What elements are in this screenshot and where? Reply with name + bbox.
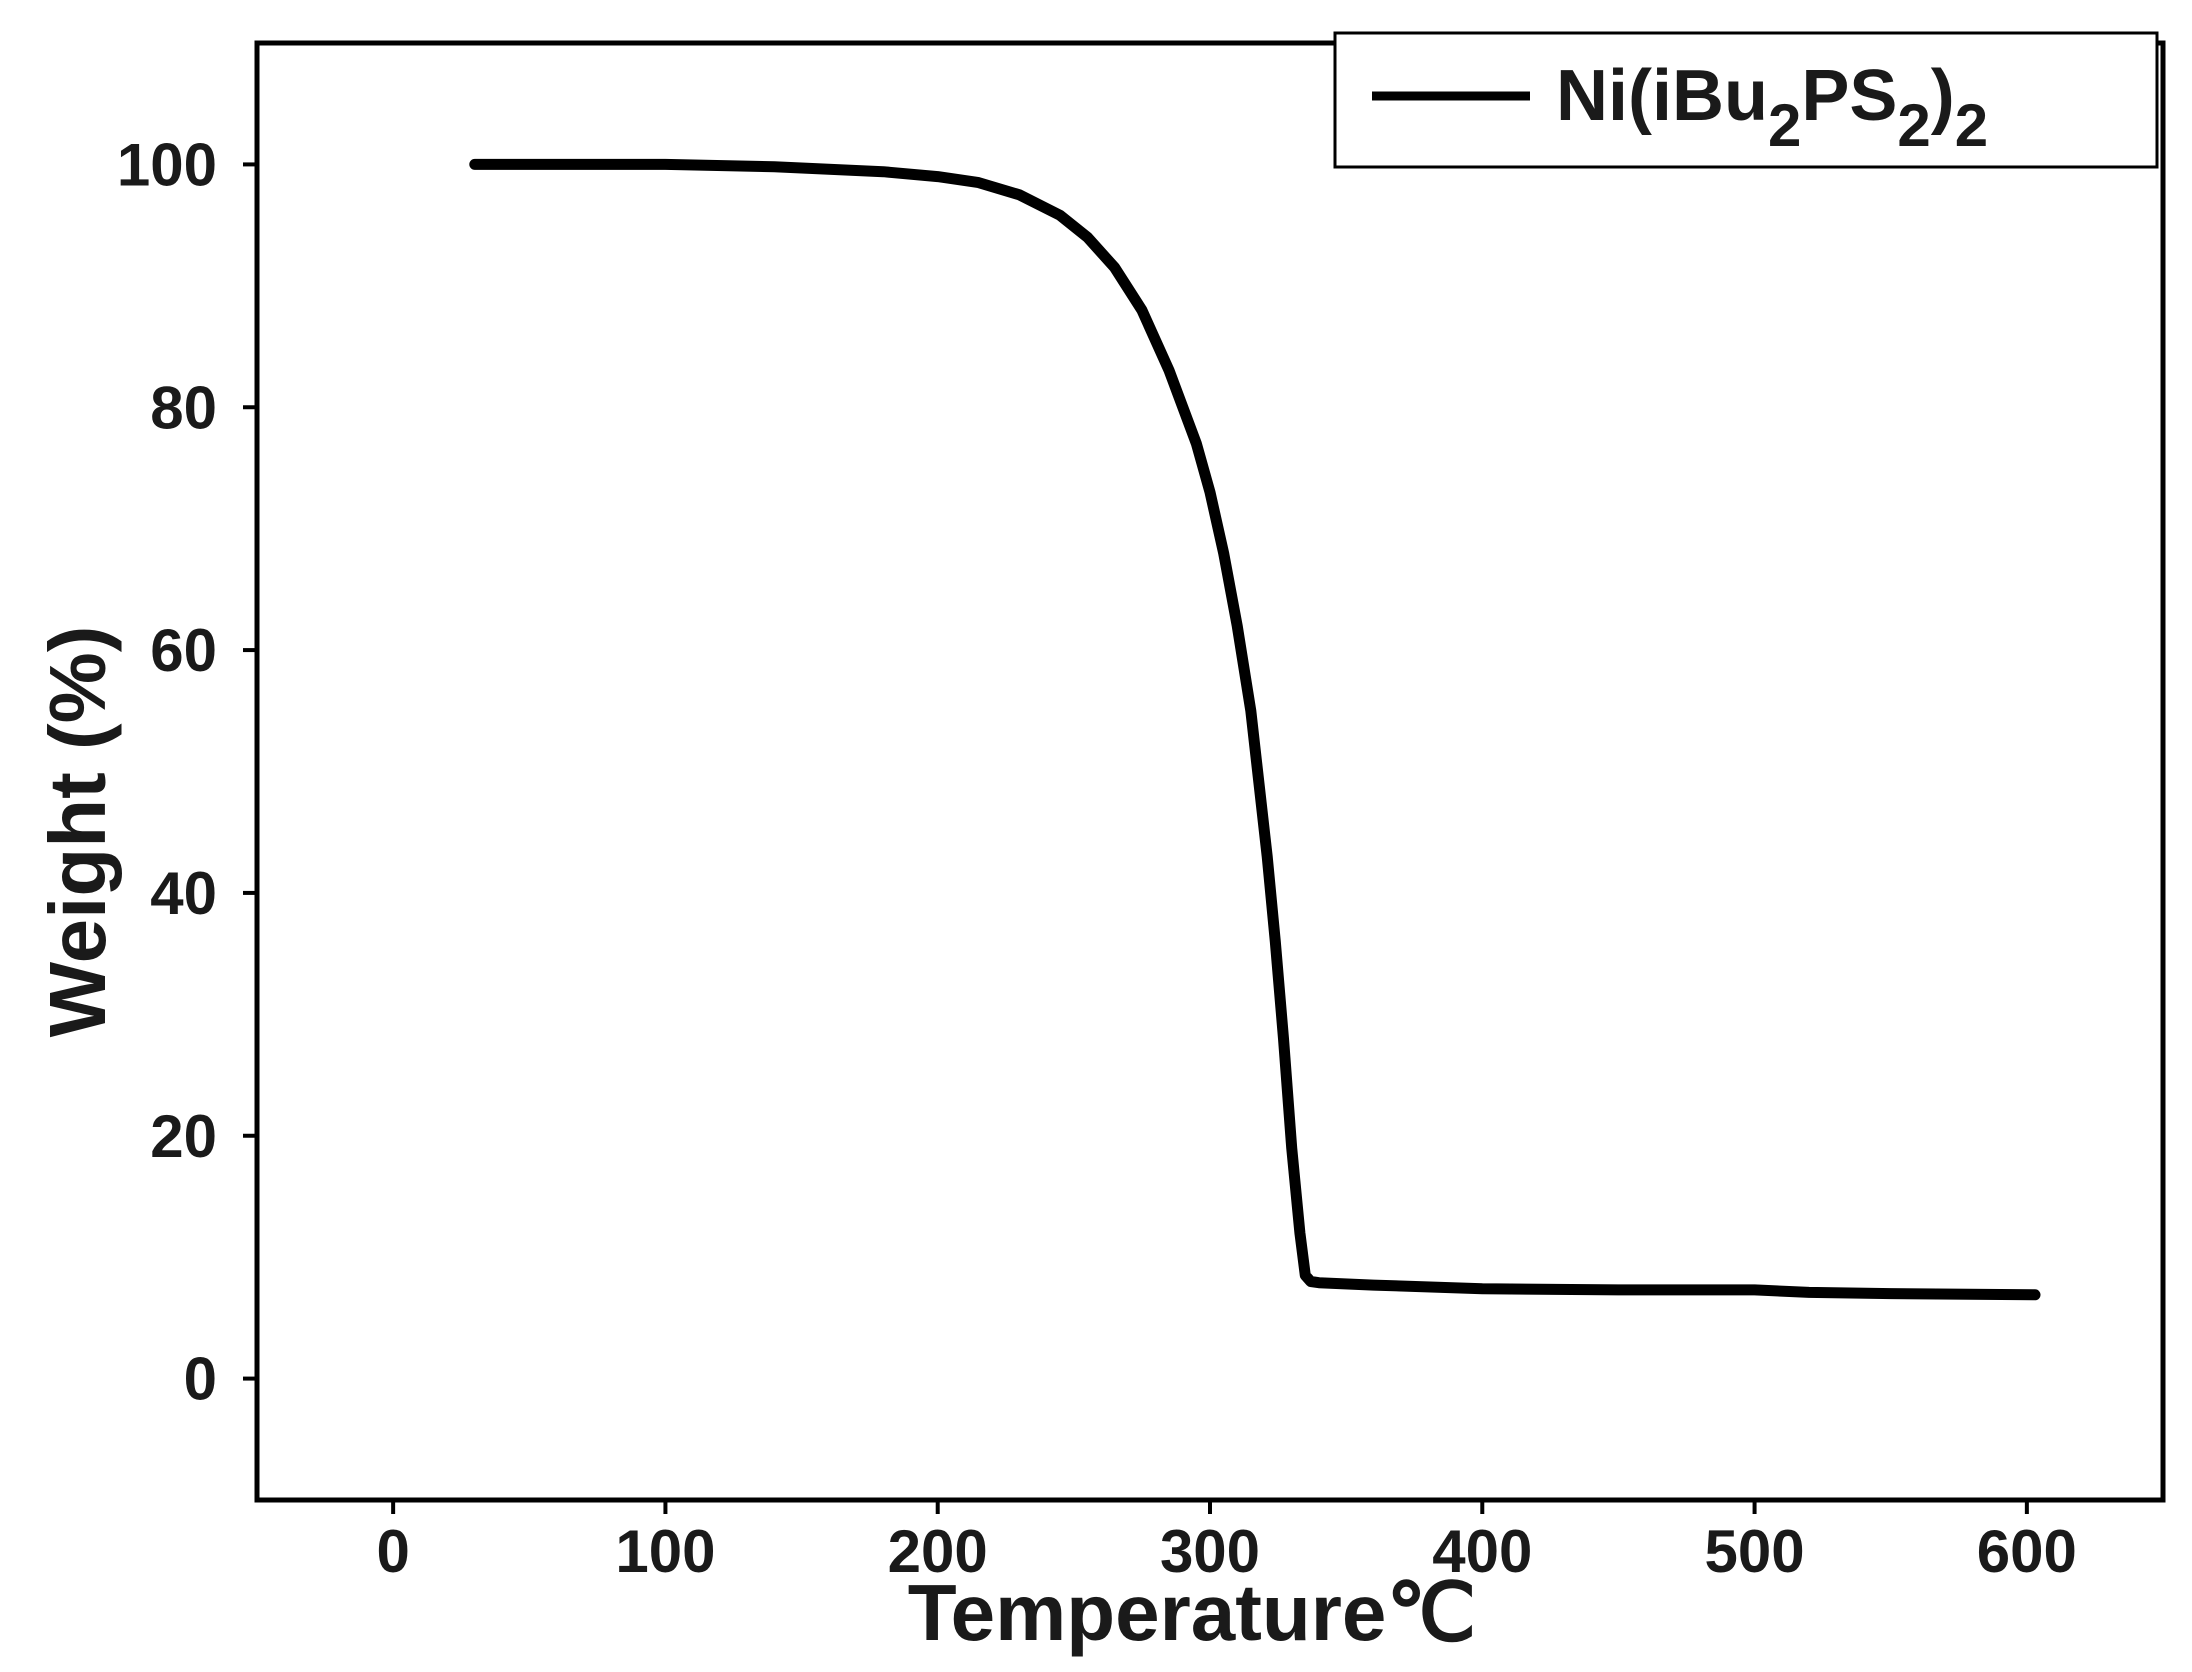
y-tick-label: 80 <box>150 374 217 441</box>
legend-label-subscript: 2 <box>1897 92 1930 159</box>
legend-label-part: ) <box>1931 56 1955 136</box>
y-axis-title: Weight (%) <box>33 626 122 1038</box>
legend: Ni(iBu2PS2)2 <box>1333 31 2159 169</box>
legend-label-subscript: 2 <box>1768 92 1801 159</box>
x-axis-tick-labels: 0 100 200 300 400 500 600 <box>376 1518 2076 1585</box>
y-tick-label: 60 <box>150 617 217 684</box>
y-tick-label: 0 <box>184 1346 217 1413</box>
x-tick-label: 500 <box>1705 1518 1805 1585</box>
y-tick-label: 100 <box>117 131 217 198</box>
legend-label-subscript: 2 <box>1955 92 1988 159</box>
legend-label: Ni(iBu2PS2)2 <box>1556 56 1988 159</box>
y-tick-label: 40 <box>150 860 217 927</box>
x-tick-label: 0 <box>376 1518 409 1585</box>
y-tick-label: 20 <box>150 1103 217 1170</box>
x-tick-label: 200 <box>888 1518 988 1585</box>
series-line <box>469 158 2041 1301</box>
x-tick-label: 600 <box>1977 1518 2077 1585</box>
x-axis-title: Temperature℃ <box>908 1568 1477 1657</box>
series-layer <box>469 158 2041 1301</box>
legend-label-part: Ni(iBu <box>1556 56 1768 136</box>
plot-area-frame <box>254 40 2166 1503</box>
x-tick-label: 400 <box>1432 1518 1532 1585</box>
x-tick-label: 300 <box>1160 1518 1260 1585</box>
x-tick-label: 100 <box>615 1518 715 1585</box>
legend-label-part: PS <box>1801 56 1897 136</box>
y-axis-tick-labels: 0 20 40 60 80 100 <box>117 131 217 1412</box>
